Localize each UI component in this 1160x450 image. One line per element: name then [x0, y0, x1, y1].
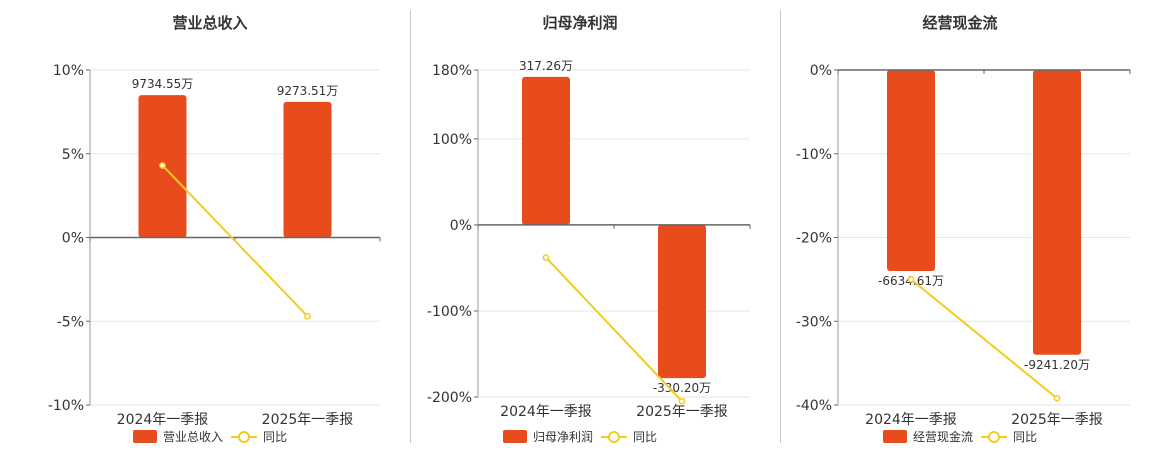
bar-value-label: 9273.51万 — [277, 84, 339, 98]
y-tick-label: -40% — [796, 398, 832, 414]
panel-divider — [780, 10, 781, 443]
x-tick-label: 2024年一季报 — [865, 412, 957, 428]
legend-line-label: 同比 — [1013, 429, 1038, 444]
bar — [658, 224, 706, 379]
x-tick-label: 2025年一季报 — [1011, 412, 1103, 428]
x-tick-label: 2025年一季报 — [262, 412, 354, 428]
y-tick-label: -30% — [796, 314, 832, 330]
y-tick-label: 5% — [62, 147, 84, 163]
chart-panel-revenue: 营业总收入 10% 5% 0% -5% -10% 9734.55万 9273.51万 2024… — [0, 0, 410, 450]
legend-bar-swatch — [133, 429, 157, 443]
legend-bar-label: 经营现金流 — [913, 429, 974, 444]
legend-line-label: 同比 — [263, 429, 288, 444]
yoy-line — [910, 278, 1058, 400]
y-tick-label: -20% — [796, 231, 832, 247]
chart-legend: 营业总收入 同比 — [133, 427, 287, 445]
x-tick-label: 2024年一季报 — [500, 404, 592, 420]
chart-legend: 经营现金流 同比 — [883, 427, 1037, 445]
yoy-line — [161, 164, 309, 317]
yoy-point — [678, 397, 686, 405]
bar-value-label: 9734.55万 — [132, 77, 194, 91]
y-tick-label: 100% — [432, 132, 472, 148]
chart-title: 归母净利润 — [542, 14, 618, 32]
y-tick-label: 180% — [432, 63, 472, 79]
x-tick-label: 2024年一季报 — [117, 412, 209, 428]
y-tick-label: -10% — [796, 147, 832, 163]
chart-legend: 归母净利润 同比 — [503, 427, 657, 445]
y-tick-label: -5% — [57, 314, 84, 330]
y-tick-label: 10% — [53, 63, 84, 79]
yoy-point — [907, 276, 915, 283]
yoy-point — [159, 162, 166, 169]
bar-value-label: -9241.20万 — [1024, 358, 1090, 372]
y-tick-label: 0% — [450, 218, 472, 234]
chart-panel-net-profit: 归母净利润 180% 100% 0% -100% -200% 317.26万 -330.20… — [427, 14, 751, 445]
yoy-point — [1053, 394, 1061, 402]
chart-svg: 10% 5% 0% -5% -10% 9734.55万 9273.51万 2024年一季报 20… — [48, 63, 381, 428]
chart-svg: 180%100%0%-100%-200%317.26万-330.20万2024年… — [427, 59, 751, 420]
yoy-point — [304, 312, 311, 320]
y-tick-label: -10% — [48, 398, 84, 414]
panel-divider — [410, 10, 411, 443]
chart-title: 营业总收入 — [172, 14, 248, 32]
yoy-line — [545, 256, 683, 402]
chart-title: 经营现金流 — [922, 14, 998, 32]
bar-value-label: 317.26万 — [519, 59, 573, 73]
legend-bar-swatch — [883, 429, 907, 443]
yoy-point — [542, 254, 550, 261]
legend-line-swatch — [601, 430, 628, 443]
legend-bar-label: 归母净利润 — [533, 429, 594, 444]
legend-bar-label: 营业总收入 — [163, 429, 224, 444]
legend-line-label: 同比 — [633, 429, 658, 444]
y-tick-label: 0% — [810, 63, 832, 79]
legend-line-swatch — [231, 430, 258, 443]
legend-line-swatch — [981, 430, 1008, 443]
y-tick-label: -100% — [427, 304, 472, 320]
y-tick-label: -200% — [427, 390, 472, 406]
bar — [887, 70, 935, 271]
legend-bar-swatch — [503, 429, 527, 443]
bar — [522, 76, 570, 225]
bar — [283, 101, 332, 238]
bar — [1033, 70, 1081, 355]
x-tick-label: 2025年一季报 — [636, 404, 728, 420]
y-tick-label: 0% — [62, 231, 84, 247]
